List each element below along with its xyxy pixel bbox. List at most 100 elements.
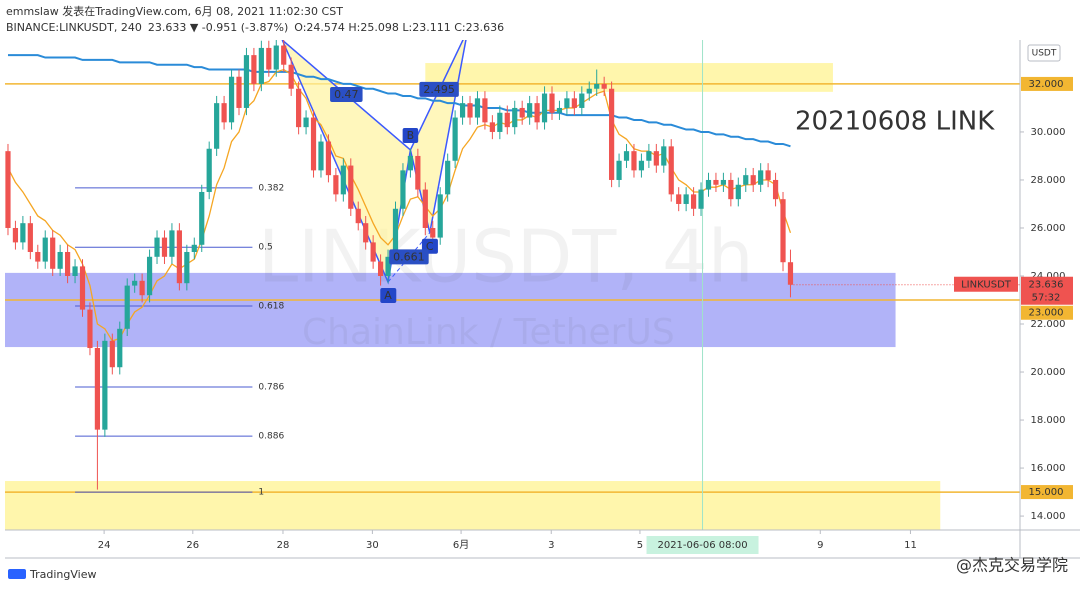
candle-body [228, 76, 235, 123]
candle-body [571, 98, 577, 108]
y-tick-label: 20.000 [1031, 367, 1066, 378]
candle-body [273, 45, 279, 70]
candle-body [5, 151, 11, 228]
pattern-ratio-label: 2.495 [423, 83, 455, 96]
pattern-ratio-label-box [330, 86, 363, 102]
level-label: 23.000 [1029, 308, 1064, 319]
candle-body [623, 151, 630, 161]
candle-body [735, 184, 741, 200]
candle-body [72, 266, 78, 276]
zone [5, 272, 896, 348]
x-tick-label: 6月 [453, 539, 469, 551]
pattern-ratio-label-box [389, 249, 429, 265]
candle-body [214, 103, 220, 149]
candle-body [690, 194, 697, 209]
candle-body [668, 146, 674, 195]
pattern-point-label-box [380, 287, 397, 303]
candle-body [527, 103, 533, 118]
candle-body [609, 88, 615, 180]
candle-body [340, 165, 346, 195]
candle-body [124, 285, 130, 329]
candle-body [191, 244, 197, 252]
candle-body [683, 194, 689, 204]
candle-body [601, 83, 607, 89]
candle-body [102, 340, 108, 430]
x-tick-label: 24 [98, 540, 111, 551]
candle-body [452, 117, 458, 161]
candle-body [437, 194, 443, 238]
candle-body [348, 165, 354, 209]
level-label-box [1021, 76, 1073, 91]
candle-body [497, 112, 503, 132]
moving-average [7, 68, 792, 342]
candle-body [467, 103, 473, 118]
candle-body [579, 93, 585, 108]
x-tick-label: 30 [366, 540, 379, 551]
pattern-point-label: B [407, 129, 415, 142]
candle-body [199, 191, 205, 245]
candle-body [221, 103, 227, 123]
candle-body [79, 266, 86, 310]
price-value-box [1021, 276, 1073, 305]
header-ohlc: O:24.574 H:25.098 L:23.111 C:23.636 [294, 21, 504, 34]
candle-body [556, 107, 563, 113]
candle-body [586, 88, 592, 94]
candle-body [705, 179, 712, 190]
level-label: 32.000 [1029, 79, 1064, 90]
zone [425, 63, 833, 92]
candle-body [519, 107, 525, 118]
x-tick-label: 28 [277, 540, 290, 551]
candle-body [646, 151, 652, 161]
currency-button-box [1027, 44, 1061, 62]
x-tick-label: 11 [904, 540, 917, 551]
plot-area: LINKUSDT, 4h ChainLink / TetherUS 0.382 0.5… [5, 40, 1020, 530]
crosshair-label: 2021-06-06 08:00 [657, 540, 747, 551]
pattern-ratio-label: 0.47 [334, 88, 359, 101]
watermark: LINKUSDT, 4h [258, 215, 754, 299]
candle-body [161, 237, 168, 257]
candle-body [363, 223, 369, 243]
candle-body [243, 55, 250, 108]
candle-body [728, 179, 734, 200]
candle-body [787, 262, 794, 285]
candle-body [616, 160, 622, 180]
fib-label: 0.618 [258, 302, 284, 312]
pattern-point-label: A [384, 289, 392, 302]
candle-body [35, 251, 41, 262]
candle-body [676, 194, 682, 204]
header-publisher: emmslaw 发表在TradingView.com, 6月 08, 2021 … [6, 4, 343, 18]
candle-body [370, 242, 376, 262]
candle-body [698, 189, 704, 209]
candle-body [333, 175, 339, 195]
fib-label: 1 [258, 488, 264, 498]
candle-body [251, 55, 257, 84]
candle-body [132, 280, 138, 286]
candle-body [430, 227, 436, 238]
y-tick-label: 30.000 [1031, 127, 1066, 138]
candle-body [474, 98, 481, 118]
candle-body [445, 160, 451, 195]
candle-body [50, 237, 56, 269]
candle-body [94, 348, 101, 430]
candle-body [303, 117, 309, 128]
candle-body [169, 230, 175, 257]
candle-body [772, 179, 779, 200]
candle-body [176, 230, 182, 284]
pattern-point-label-box [402, 127, 419, 143]
header-symbol: BINANCE:LINKUSDT, 240 [6, 21, 142, 34]
candle-body [385, 256, 391, 276]
candle-body [318, 141, 324, 171]
candle-body [310, 117, 317, 171]
currency-button: USDT [1032, 49, 1057, 59]
fib-label: 0.5 [258, 243, 272, 253]
candle-body [87, 309, 93, 349]
fib-label: 0.382 [258, 183, 284, 193]
candle-body [20, 223, 26, 243]
candle-body [154, 237, 160, 257]
annotation: 20210608 LINK [795, 107, 995, 137]
candle-body [459, 103, 466, 118]
candle-body [765, 170, 771, 180]
zone [5, 481, 941, 530]
candle-body [258, 47, 264, 84]
